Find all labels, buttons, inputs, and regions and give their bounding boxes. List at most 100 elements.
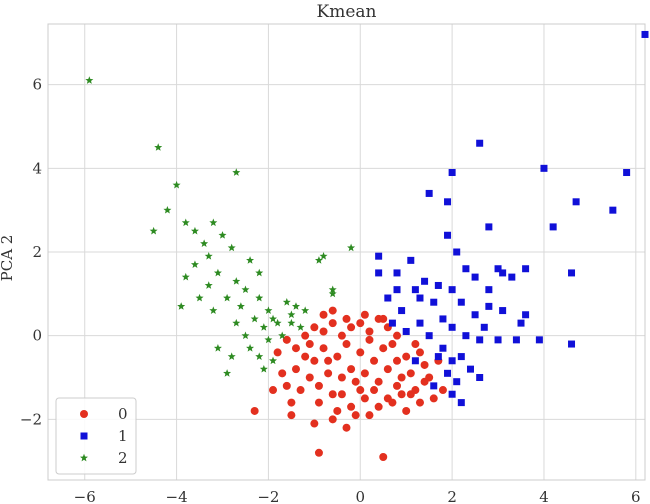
series-1: [375, 30, 649, 407]
data-point: [407, 256, 415, 264]
data-point: [337, 331, 346, 340]
data-point: [259, 364, 268, 373]
x-tick-label: 4: [539, 488, 549, 504]
data-point: [305, 340, 314, 349]
data-point: [420, 360, 429, 369]
data-point: [287, 411, 296, 420]
series-2: [85, 76, 356, 377]
data-point: [411, 357, 419, 365]
data-point: [522, 311, 530, 319]
data-point: [342, 340, 351, 349]
legend-box: [55, 397, 137, 475]
data-point: [347, 323, 356, 332]
data-point: [416, 319, 424, 327]
data-point: [609, 206, 617, 214]
data-point: [181, 218, 190, 227]
data-point: [282, 381, 291, 390]
x-tick-label: 2: [447, 488, 457, 504]
data-point: [388, 319, 396, 327]
y-tick-label: 6: [32, 76, 42, 94]
data-point: [540, 164, 548, 172]
y-tick-label: 0: [32, 327, 42, 345]
data-point: [453, 248, 461, 256]
data-point: [232, 318, 241, 327]
data-point: [499, 269, 507, 277]
data-point: [448, 286, 456, 294]
data-point: [360, 394, 369, 403]
legend-marker: [80, 453, 88, 462]
data-point: [365, 411, 374, 420]
data-point: [393, 381, 402, 390]
x-tick-label: −2: [257, 488, 279, 504]
data-point: [351, 411, 360, 420]
data-point: [402, 406, 411, 415]
x-tick-label: −4: [166, 488, 188, 504]
data-point: [485, 302, 493, 310]
data-point: [319, 310, 328, 319]
data-point: [177, 302, 186, 310]
data-point: [457, 399, 465, 407]
data-point: [471, 273, 479, 281]
data-point: [324, 369, 333, 378]
data-point: [448, 390, 456, 398]
data-points: [85, 30, 649, 461]
data-point: [200, 239, 209, 248]
y-tick-label: 4: [32, 159, 42, 177]
data-point: [310, 356, 319, 365]
data-point: [241, 331, 250, 340]
data-point: [347, 243, 356, 252]
data-point: [172, 180, 181, 189]
data-point: [190, 226, 199, 235]
data-point: [269, 314, 278, 323]
data-point: [291, 344, 300, 353]
data-point: [342, 314, 351, 323]
data-point: [287, 398, 296, 407]
data-point: [328, 390, 337, 399]
data-point: [232, 277, 241, 285]
data-point: [360, 310, 369, 319]
data-point: [287, 318, 296, 327]
data-point: [314, 381, 323, 390]
data-point: [425, 373, 434, 382]
data-point: [453, 378, 461, 386]
data-point: [269, 386, 278, 395]
data-point: [494, 336, 502, 344]
data-point: [535, 336, 543, 344]
data-point: [328, 289, 337, 298]
data-point: [448, 357, 456, 365]
data-point: [549, 223, 557, 231]
data-point: [259, 323, 268, 331]
data-point: [430, 382, 438, 390]
data-point: [255, 293, 264, 302]
y-tick-label: 2: [32, 243, 42, 261]
legend-marker: [80, 432, 88, 440]
data-point: [264, 335, 273, 344]
data-point: [444, 198, 452, 206]
data-point: [232, 168, 241, 176]
data-point: [195, 293, 204, 302]
data-point: [430, 298, 438, 306]
data-point: [462, 332, 470, 340]
data-point: [393, 286, 401, 294]
data-point: [457, 298, 465, 306]
data-point: [236, 302, 245, 310]
data-point: [476, 374, 484, 382]
data-point: [494, 265, 502, 273]
data-point: [347, 402, 356, 411]
x-tick-label: −6: [74, 488, 96, 504]
data-point: [415, 348, 424, 357]
data-point: [291, 302, 300, 310]
legend-label: 1: [118, 427, 128, 445]
data-point: [370, 356, 379, 365]
data-point: [397, 390, 406, 399]
data-point: [278, 369, 287, 378]
data-point: [393, 356, 402, 365]
data-point: [360, 369, 369, 378]
data-point: [568, 269, 576, 277]
data-point: [393, 269, 401, 277]
data-point: [375, 252, 383, 260]
x-tick-label: 0: [356, 488, 366, 504]
data-point: [448, 323, 456, 331]
data-point: [379, 314, 388, 323]
